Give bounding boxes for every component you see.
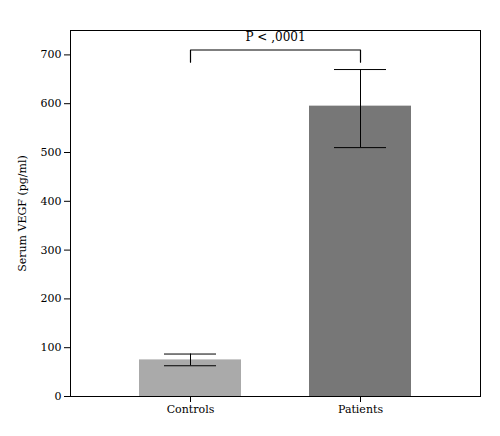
svg-text:300: 300 [41, 244, 62, 257]
svg-text:Patients: Patients [338, 403, 383, 416]
svg-text:100: 100 [41, 341, 62, 354]
svg-text:700: 700 [41, 48, 62, 61]
svg-text:400: 400 [41, 195, 62, 208]
svg-text:600: 600 [41, 97, 62, 110]
svg-text:P < ,0001: P < ,0001 [245, 30, 305, 44]
svg-text:500: 500 [41, 146, 62, 159]
svg-text:200: 200 [41, 292, 62, 305]
svg-text:0: 0 [55, 390, 62, 403]
svg-text:Controls: Controls [167, 403, 215, 416]
svg-text:Serum VEGF (pg/ml): Serum VEGF (pg/ml) [16, 155, 29, 272]
